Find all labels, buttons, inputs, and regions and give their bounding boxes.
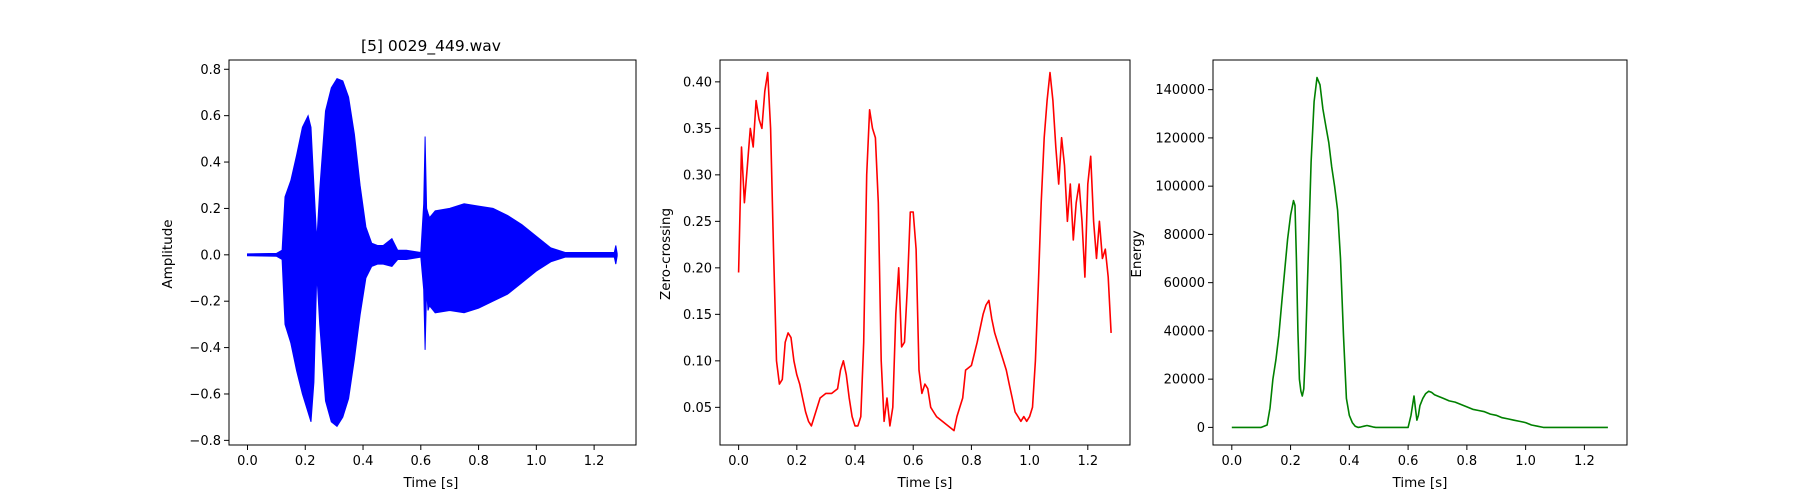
waveform-series	[247, 77, 618, 428]
x-tick-label: 1.2	[584, 454, 605, 469]
y-tick-label: 0.8	[200, 63, 221, 78]
x-axis-label: Time [s]	[1392, 475, 1448, 491]
x-tick-label: 0.6	[1398, 454, 1419, 469]
y-tick-label: 0.20	[683, 261, 712, 276]
y-tick-label: 0.2	[200, 202, 221, 217]
axes-frame	[719, 59, 1131, 446]
y-axis-label: Amplitude	[160, 219, 176, 288]
y-tick-label: 0.25	[683, 215, 712, 230]
y-tick-label: 0.0	[200, 248, 221, 263]
x-tick-label: 1.0	[1515, 454, 1536, 469]
y-tick-label: 0.6	[200, 109, 221, 124]
x-tick-label: 0.2	[295, 454, 316, 469]
x-axis-label: Time [s]	[897, 475, 953, 491]
y-tick-label: −0.2	[189, 295, 221, 310]
x-tick-label: 1.2	[1077, 454, 1098, 469]
x-tick-label: 1.0	[1019, 454, 1040, 469]
y-axis-label: Zero-crossing	[658, 208, 674, 300]
chart-title: [5] 0029_449.wav	[361, 37, 501, 56]
y-tick-label: 40000	[1164, 324, 1205, 339]
y-tick-label: −0.4	[189, 341, 221, 356]
x-tick-label: 0.2	[786, 454, 807, 469]
x-tick-label: 0.8	[1457, 454, 1478, 469]
series-line	[1231, 76, 1608, 429]
x-tick-label: 0.0	[237, 454, 258, 469]
x-tick-label: 1.0	[526, 454, 547, 469]
x-tick-label: 1.2	[1574, 454, 1595, 469]
y-tick-label: 0	[1197, 421, 1205, 436]
x-tick-label: 0.4	[353, 454, 374, 469]
x-tick-label: 0.6	[903, 454, 924, 469]
x-tick-label: 0.4	[1339, 454, 1360, 469]
y-tick-label: 100000	[1155, 180, 1205, 195]
y-axis-label: Energy	[1129, 230, 1145, 277]
y-tick-label: 0.4	[200, 156, 221, 171]
x-tick-label: 0.6	[410, 454, 431, 469]
y-tick-label: −0.6	[189, 387, 221, 402]
x-tick-label: 0.8	[468, 454, 489, 469]
y-tick-label: 0.40	[683, 75, 712, 90]
y-tick-label: 0.30	[683, 168, 712, 183]
x-tick-label: 0.0	[728, 454, 749, 469]
y-tick-label: 20000	[1164, 373, 1205, 388]
x-tick-label: 0.0	[1221, 454, 1242, 469]
y-tick-label: 140000	[1155, 83, 1205, 98]
y-tick-label: 0.05	[683, 401, 712, 416]
y-tick-label: 60000	[1164, 276, 1205, 291]
y-tick-label: 80000	[1164, 228, 1205, 243]
y-tick-label: 0.10	[683, 354, 712, 369]
y-tick-label: −0.8	[189, 434, 221, 449]
axes-frame	[1212, 59, 1628, 446]
x-tick-label: 0.2	[1280, 454, 1301, 469]
y-tick-label: 0.15	[683, 308, 712, 323]
y-tick-label: 0.35	[683, 122, 712, 137]
series-line	[737, 71, 1112, 432]
x-axis-label: Time [s]	[403, 475, 459, 491]
zero-crossing-plot: Time [s] Zero-crossing 0.0 0.2 0.4 0.6 0.8 1.…	[658, 59, 1131, 491]
x-tick-label: 0.4	[845, 454, 866, 469]
axes-frame	[228, 59, 637, 446]
energy-plot: Time [s] Energy 0.0 0.2 0.4 0.6 0.8 1.0 1.2 0 20…	[1129, 59, 1628, 491]
y-tick-label: 120000	[1155, 131, 1205, 146]
x-tick-label: 0.8	[961, 454, 982, 469]
amplitude-plot: [5] 0029_449.wav Time [s] Amplitude 0.0 0…	[160, 37, 637, 491]
